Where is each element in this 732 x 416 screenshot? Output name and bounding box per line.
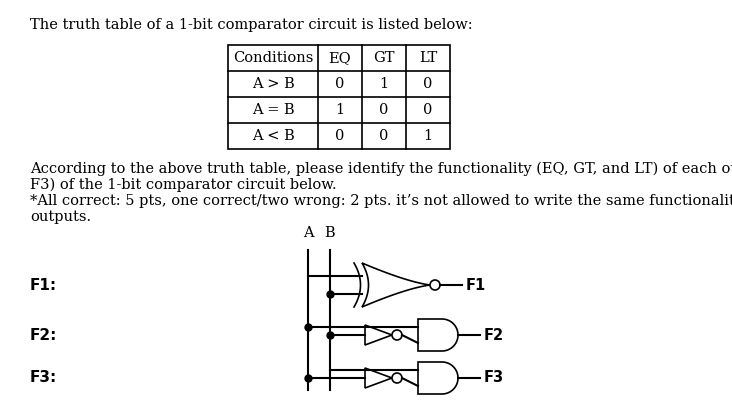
Text: 0: 0 — [379, 103, 389, 117]
Circle shape — [430, 280, 440, 290]
Text: 1: 1 — [379, 77, 389, 91]
Text: A < B: A < B — [252, 129, 294, 143]
Text: 0: 0 — [335, 77, 345, 91]
Text: According to the above truth table, please identify the functionality (EQ, GT, a: According to the above truth table, plea… — [30, 162, 732, 176]
Text: 1: 1 — [423, 129, 433, 143]
Text: *All correct: 5 pts, one correct/two wrong: 2 pts. it’s not allowed to write the: *All correct: 5 pts, one correct/two wro… — [30, 194, 732, 208]
Circle shape — [392, 373, 402, 383]
Polygon shape — [365, 325, 392, 345]
Polygon shape — [418, 362, 458, 394]
Bar — [228, 45, 450, 149]
Text: A = B: A = B — [252, 103, 294, 117]
Text: EQ: EQ — [329, 51, 351, 65]
Text: GT: GT — [373, 51, 395, 65]
Text: F2: F2 — [484, 327, 504, 342]
Text: A: A — [303, 226, 313, 240]
Text: 1: 1 — [335, 103, 345, 117]
Text: 0: 0 — [335, 129, 345, 143]
Text: The truth table of a 1-bit comparator circuit is listed below:: The truth table of a 1-bit comparator ci… — [30, 18, 473, 32]
Polygon shape — [365, 368, 392, 388]
Text: F3) of the 1-bit comparator circuit below.: F3) of the 1-bit comparator circuit belo… — [30, 178, 337, 192]
Text: F3:: F3: — [30, 371, 57, 386]
Text: B: B — [325, 226, 335, 240]
Text: A > B: A > B — [252, 77, 294, 91]
Text: F3: F3 — [484, 371, 504, 386]
Text: F2:: F2: — [30, 327, 57, 342]
Text: 0: 0 — [423, 77, 433, 91]
Text: F1:: F1: — [30, 277, 57, 292]
Text: F1: F1 — [466, 277, 486, 292]
Polygon shape — [418, 319, 458, 351]
Text: 0: 0 — [423, 103, 433, 117]
Text: 0: 0 — [379, 129, 389, 143]
Text: LT: LT — [419, 51, 437, 65]
Circle shape — [392, 330, 402, 340]
Text: Conditions: Conditions — [233, 51, 313, 65]
Text: outputs.: outputs. — [30, 210, 91, 224]
Polygon shape — [362, 263, 430, 307]
